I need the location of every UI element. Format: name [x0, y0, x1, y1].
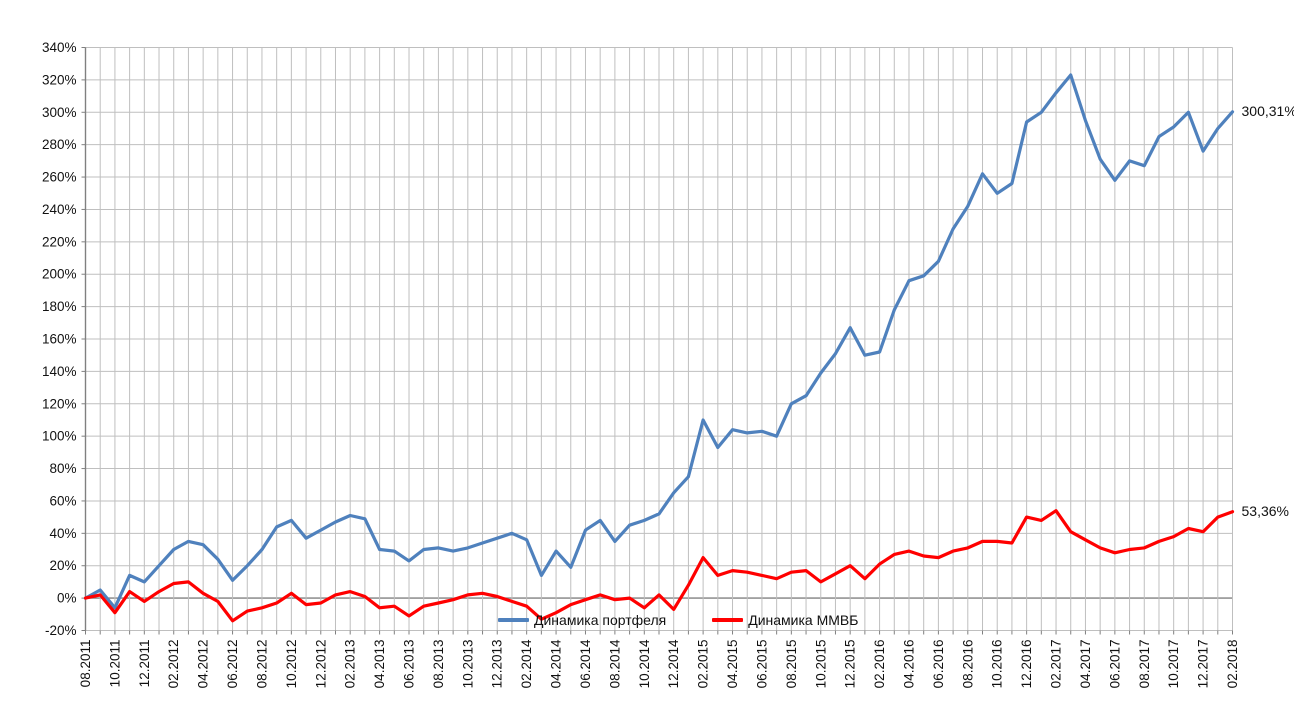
legend-line-swatch-micex — [712, 618, 744, 622]
x-tick-label: 04.2016 — [901, 640, 916, 689]
x-tick-label: 12.2014 — [666, 639, 681, 688]
x-tick-label: 06.2016 — [931, 640, 946, 689]
x-tick-label: 04.2014 — [549, 639, 564, 688]
y-tick-label: 0% — [57, 591, 77, 606]
series-line-micex — [83, 509, 1235, 623]
x-tick-label: 12.2016 — [1019, 640, 1034, 689]
x-tick-label: 08.2012 — [254, 640, 269, 689]
x-tick-label: 10.2014 — [637, 639, 652, 688]
x-tick-label: 12.2013 — [490, 640, 505, 689]
x-tick-label: 12.2017 — [1196, 640, 1211, 689]
x-tick-label: 10.2013 — [460, 640, 475, 689]
legend-item-portfolio: Динамика портфеля — [498, 612, 666, 628]
x-tick-label: 02.2013 — [343, 640, 358, 689]
y-tick-label: 260% — [42, 170, 77, 185]
x-tick-label: 02.2015 — [696, 640, 711, 689]
y-tick-label: 40% — [49, 526, 76, 541]
x-tick-label: 06.2012 — [225, 640, 240, 689]
x-tick-label: 10.2016 — [990, 640, 1005, 689]
y-tick-label: 320% — [42, 72, 77, 87]
x-tick-label: 06.2013 — [402, 640, 417, 689]
x-tick-label: 12.2012 — [313, 640, 328, 689]
x-tick-label: 06.2015 — [754, 640, 769, 689]
x-tick-label: 06.2014 — [578, 639, 593, 688]
x-tick-label: 02.2016 — [872, 640, 887, 689]
y-tick-label: 140% — [42, 364, 77, 379]
y-tick-label: 280% — [42, 137, 77, 152]
x-tick-label: 10.2012 — [284, 640, 299, 689]
y-tick-label: 160% — [42, 332, 77, 347]
x-tick-label: 02.2014 — [519, 639, 534, 688]
y-tick-label: 200% — [42, 267, 77, 282]
y-tick-label: 80% — [49, 461, 76, 476]
x-tick-label: 04.2012 — [196, 640, 211, 689]
x-tick-label: 04.2015 — [725, 640, 740, 689]
series-line-portfolio — [83, 73, 1235, 610]
series-end-label-portfolio: 300,31% — [1241, 102, 1294, 119]
x-tick-label: 12.2015 — [843, 640, 858, 689]
x-tick-label: 10.2017 — [1166, 640, 1181, 689]
legend-item-micex: Динамика ММВБ — [712, 612, 858, 628]
x-tick-label: 08.2015 — [784, 640, 799, 689]
y-tick-label: -20% — [45, 623, 77, 638]
y-tick-label: 120% — [42, 396, 77, 411]
legend: Динамика портфеля Динамика ММВБ — [498, 612, 858, 628]
y-tick-label: 240% — [42, 202, 77, 217]
legend-label-portfolio: Динамика портфеля — [534, 612, 667, 628]
x-tick-label: 08.2016 — [960, 640, 975, 689]
x-tick-label: 10.2015 — [813, 640, 828, 689]
y-tick-label: 60% — [49, 493, 76, 508]
x-tick-label: 02.2012 — [166, 640, 181, 689]
x-tick-label: 08.2017 — [1137, 640, 1152, 689]
y-tick-label: 100% — [42, 429, 77, 444]
x-tick-label: 10.2011 — [107, 640, 122, 688]
x-tick-label: 02.2018 — [1225, 640, 1240, 689]
y-tick-label: 20% — [49, 558, 76, 573]
y-tick-label: 340% — [42, 40, 77, 55]
x-tick-label: 08.2013 — [431, 640, 446, 689]
x-tick-label: 08.2011 — [78, 640, 93, 688]
x-tick-label: 12.2011 — [137, 640, 152, 688]
legend-label-micex: Динамика ММВБ — [748, 612, 859, 628]
x-tick-label: 04.2017 — [1078, 640, 1093, 689]
x-tick-label: 06.2017 — [1107, 640, 1122, 689]
legend-line-swatch-portfolio — [498, 618, 529, 622]
x-tick-label: 04.2013 — [372, 640, 387, 689]
x-tick-label: 02.2017 — [1049, 640, 1064, 689]
y-tick-label: 300% — [42, 105, 77, 120]
x-tick-label: 08.2014 — [607, 639, 622, 688]
y-tick-label: 220% — [42, 234, 77, 249]
series-end-label-micex: 53,36% — [1241, 502, 1289, 519]
y-tick-label: 180% — [42, 299, 77, 314]
